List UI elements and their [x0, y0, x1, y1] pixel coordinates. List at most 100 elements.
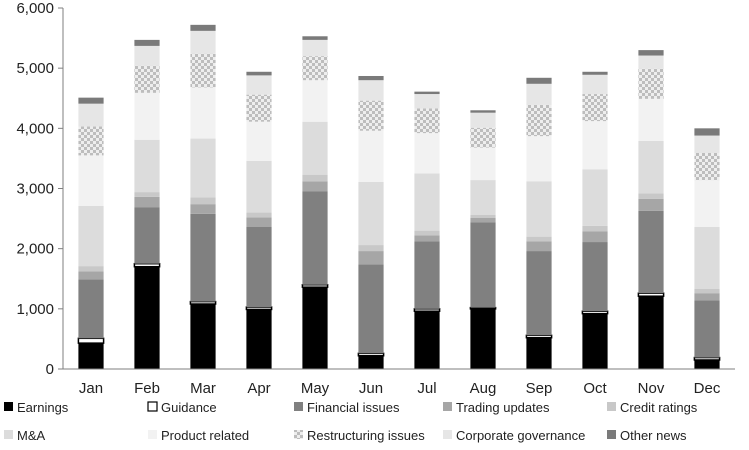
y-tick-label: 6,000	[16, 0, 54, 17]
bar-segment	[470, 147, 496, 181]
bar-segment	[694, 300, 720, 358]
bar-segment	[302, 39, 328, 57]
x-tick-label: Jul	[417, 380, 436, 397]
bar-segment	[526, 236, 552, 242]
bar-segment	[414, 173, 440, 231]
bar-segment	[302, 80, 328, 122]
bar-segment	[134, 207, 160, 264]
bar-segment	[358, 245, 384, 252]
y-tick-label: 4,000	[16, 120, 54, 137]
bar-segment	[134, 45, 160, 66]
bar-segment	[638, 50, 664, 56]
bar-segment	[78, 97, 104, 104]
bar-segment	[190, 304, 216, 369]
bar-segment	[582, 231, 608, 243]
bar-segment	[638, 140, 664, 194]
bar-segment	[582, 313, 608, 369]
legend-swatch	[294, 430, 303, 439]
bar-segment	[414, 235, 440, 242]
bar-segment	[526, 77, 552, 84]
bar-segment	[694, 227, 720, 289]
bar-segment	[581, 310, 609, 315]
bar-segment	[190, 30, 216, 54]
bar-segment	[582, 121, 608, 170]
bar-segment	[638, 198, 664, 211]
bar-segment	[77, 337, 105, 344]
bar-segment	[358, 75, 384, 81]
bar-segment	[526, 241, 552, 252]
bar-segment	[637, 292, 665, 297]
bar-segment	[582, 74, 608, 95]
bar-segment	[358, 264, 384, 354]
bar-segment	[526, 181, 552, 237]
bar-segment	[134, 192, 160, 197]
bar-segment	[190, 204, 216, 214]
bar-segment	[526, 136, 552, 182]
bar-segment	[246, 71, 272, 76]
x-tick-label: Apr	[247, 380, 270, 397]
bar-segment	[134, 196, 160, 208]
bar-segment	[302, 181, 328, 192]
bar-segment	[246, 212, 272, 218]
bar-segment	[694, 135, 720, 154]
bar-segment	[470, 110, 496, 113]
bar-segment	[414, 91, 440, 95]
bar-segment	[246, 160, 272, 213]
bar-segment	[246, 94, 272, 122]
bar-segment	[358, 355, 384, 369]
bar-segment	[413, 308, 441, 312]
y-axis: 0 1,000 2,000 3,000 4,000 5,000 6,000	[16, 0, 64, 378]
y-tick-label: 2,000	[16, 241, 54, 258]
y-tick-label: 1,000	[16, 301, 54, 318]
y-tick-label: 5,000	[16, 60, 54, 77]
bar-segment	[525, 334, 553, 339]
bar-segment	[78, 271, 104, 280]
bars	[77, 24, 721, 369]
bar-segment	[470, 308, 496, 369]
bar-segment	[134, 139, 160, 193]
bar-segment	[470, 180, 496, 215]
bar-segment	[638, 296, 664, 369]
bar-segment	[638, 210, 664, 294]
bar-segment	[246, 227, 272, 308]
bar-segment	[358, 100, 384, 131]
legend-swatch	[148, 430, 157, 439]
y-tick-label: 3,000	[16, 181, 54, 198]
bar-segment	[190, 213, 216, 302]
bar-segment	[302, 56, 328, 81]
legend-label: Guidance	[161, 400, 217, 415]
bar-segment	[78, 279, 104, 339]
legend-label: Credit ratings	[620, 400, 698, 415]
bar-segment	[358, 80, 384, 101]
legend-swatch	[607, 402, 616, 411]
bar-segment	[694, 128, 720, 136]
legend-swatch	[4, 430, 13, 439]
bar-segment	[302, 191, 328, 285]
bar-segment	[78, 266, 104, 272]
bar-segment	[190, 197, 216, 205]
bar-segment	[302, 36, 328, 40]
bar-segment	[245, 306, 273, 311]
bar-segment	[134, 39, 160, 46]
bar-segment	[582, 169, 608, 226]
legend-swatch	[147, 401, 158, 412]
legend-label: Product related	[161, 428, 249, 443]
legend-label: Earnings	[17, 400, 69, 415]
legend-swatch	[4, 402, 13, 411]
x-tick-label: Feb	[134, 380, 160, 397]
bar-segment	[78, 205, 104, 267]
bar-segment	[526, 251, 552, 336]
x-tick-label: Dec	[694, 380, 721, 397]
bar-segment	[694, 153, 720, 181]
bar-segment	[190, 24, 216, 31]
legend-swatch	[607, 430, 616, 439]
bar-segment	[358, 251, 384, 265]
bar-segment	[414, 241, 440, 309]
bar-segment	[134, 266, 160, 369]
bar-segment	[638, 193, 664, 199]
bar-segment	[189, 300, 217, 305]
x-tick-label: Aug	[470, 380, 497, 397]
bar-segment	[414, 94, 440, 109]
legend-label: Corporate governance	[456, 428, 585, 443]
